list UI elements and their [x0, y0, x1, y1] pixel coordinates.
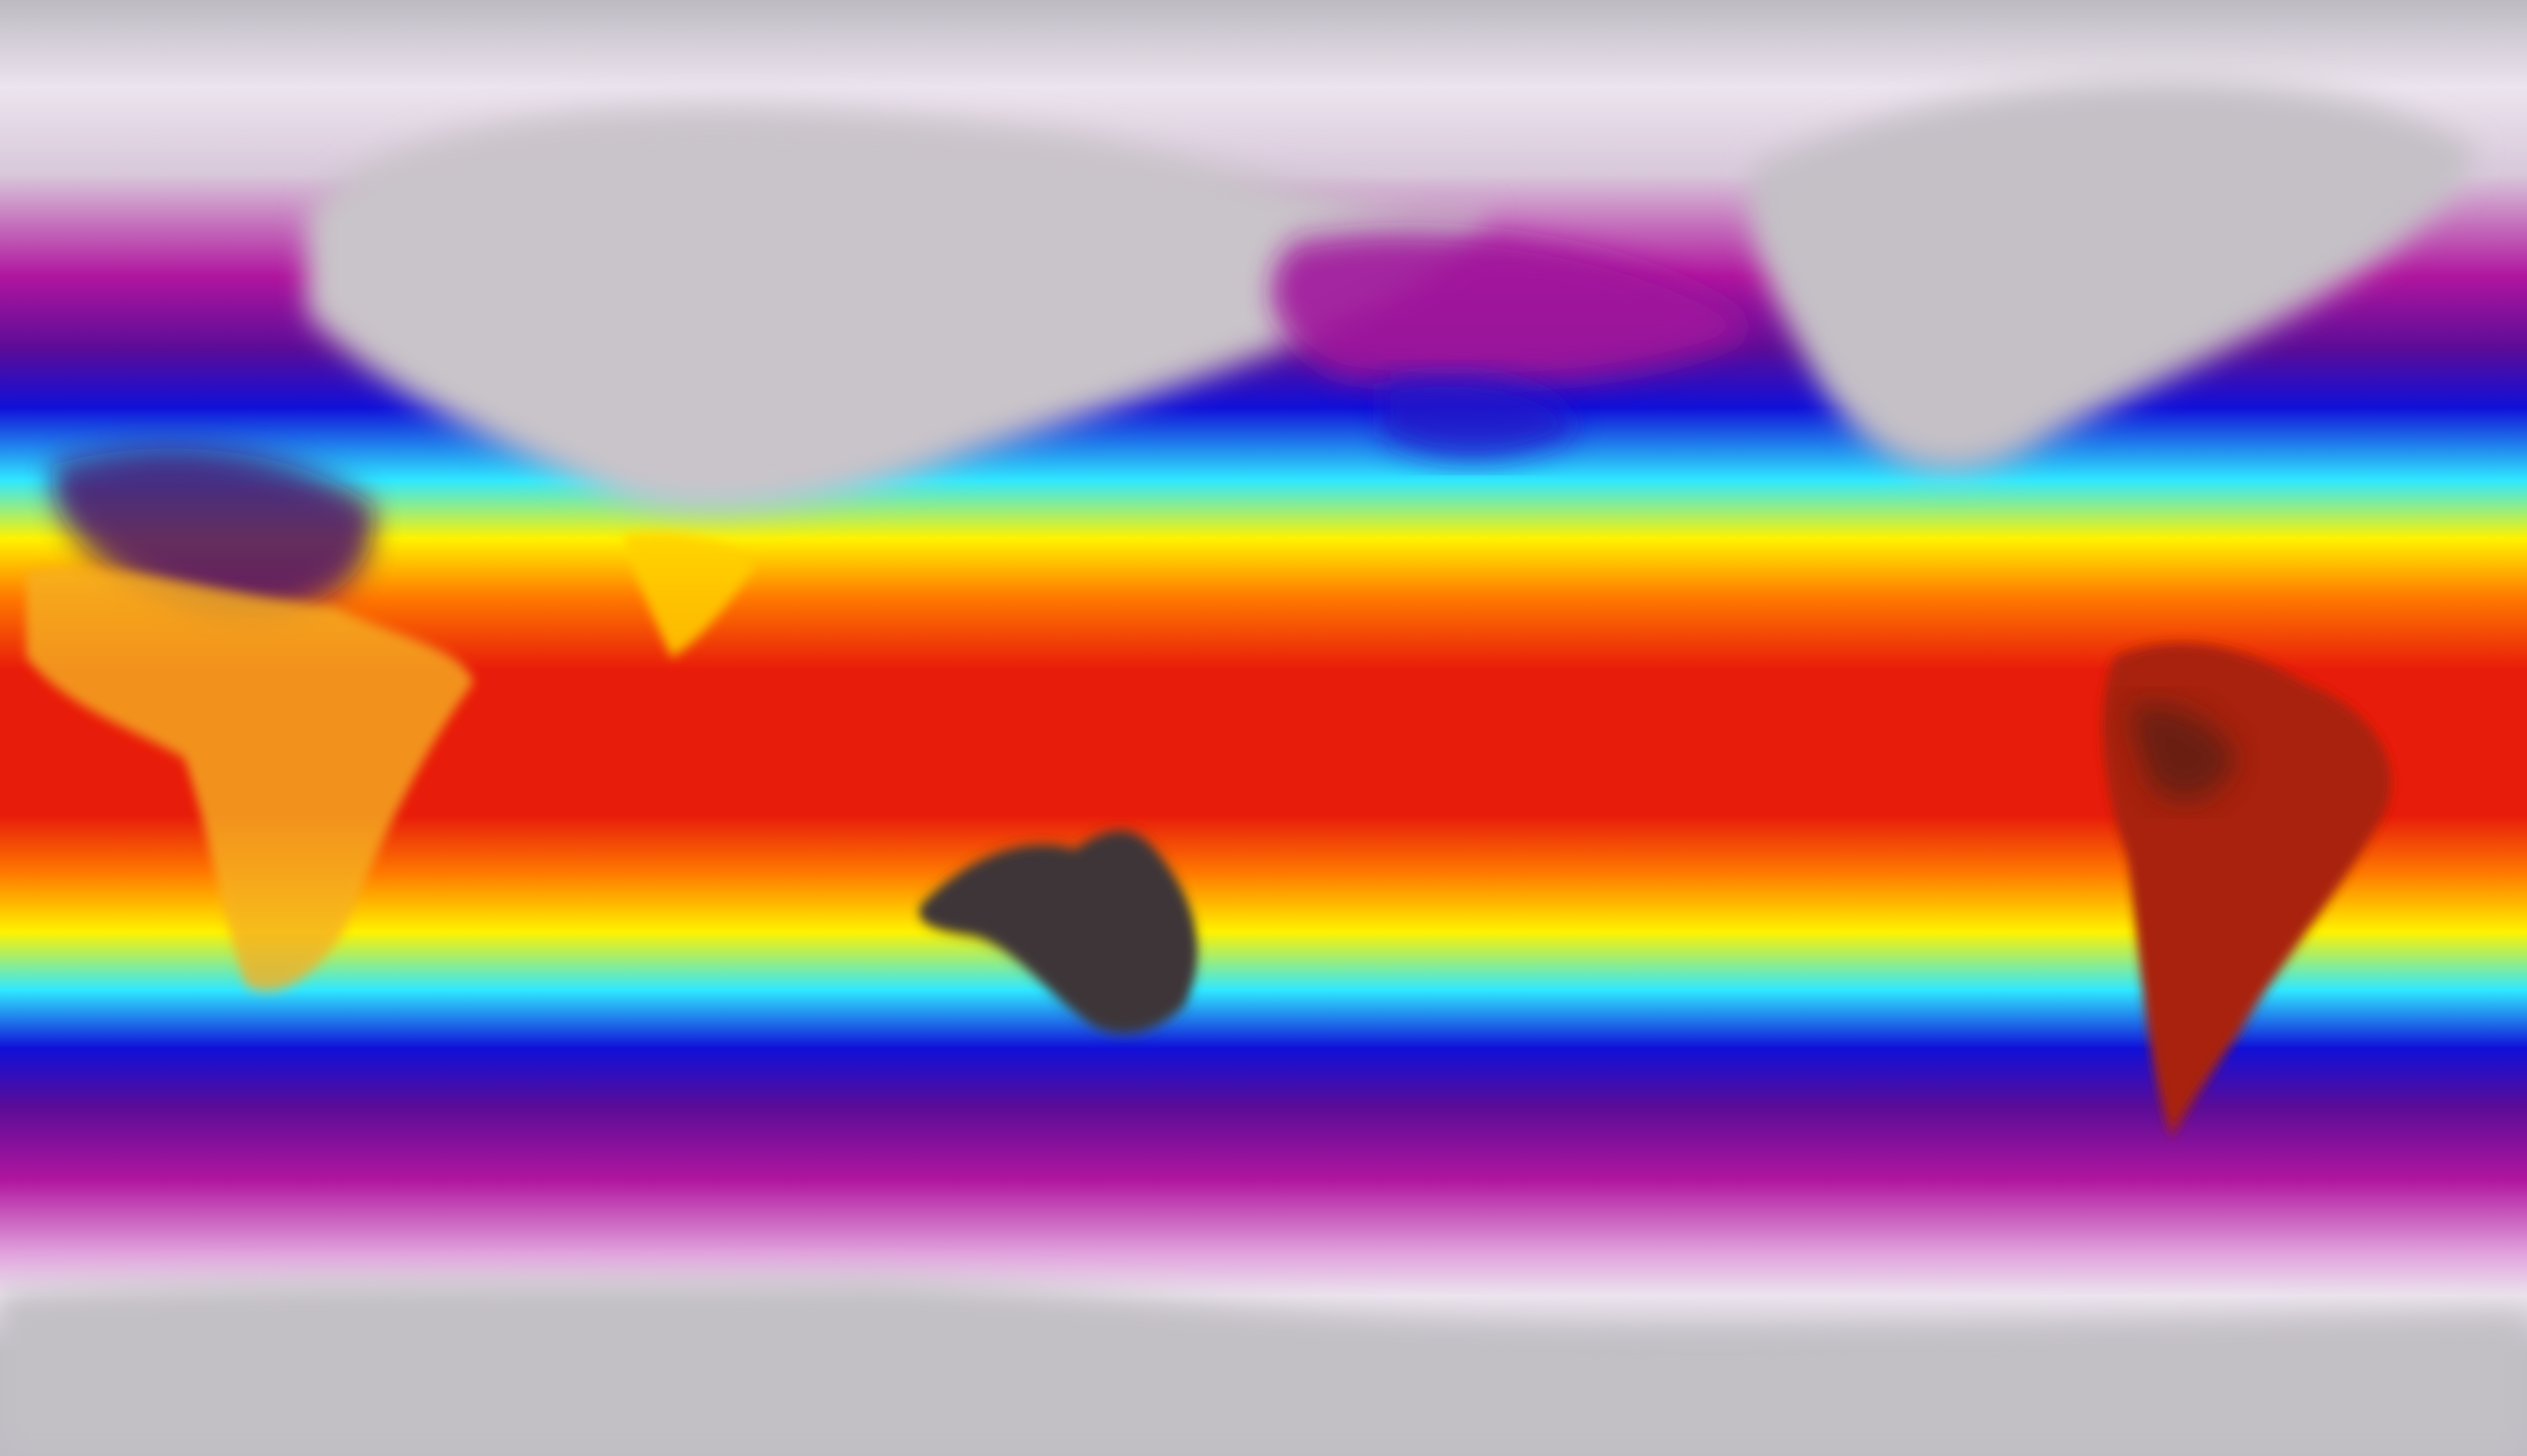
antarctica-land	[0, 1279, 2527, 1456]
india-land	[623, 533, 755, 657]
north-pacific-blue	[1382, 376, 1579, 459]
eurasia-cold-land	[307, 108, 1492, 512]
amazon-hot-core	[2128, 704, 2238, 800]
africa-land	[26, 568, 474, 992]
sahara-purple	[52, 448, 375, 614]
north-america-cold-land	[1749, 81, 2479, 471]
north-pacific-magenta	[1271, 232, 1755, 384]
australia-land	[919, 830, 1198, 1034]
